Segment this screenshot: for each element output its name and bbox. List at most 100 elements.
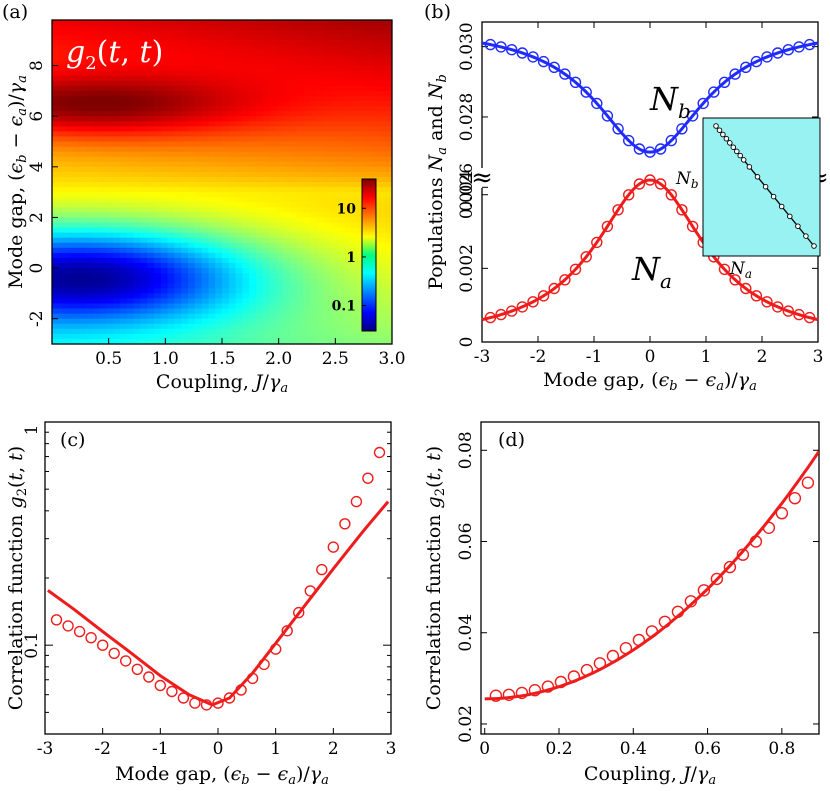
heatmap-cell — [344, 116, 352, 122]
heatmap-cell — [160, 237, 169, 244]
heatmap-cell — [290, 95, 298, 102]
heatmap-cell — [92, 232, 101, 239]
heatmap-cell — [140, 75, 148, 82]
heatmap-cell — [276, 166, 284, 173]
heatmap-cell — [160, 60, 169, 67]
heatmap-cell — [208, 242, 216, 249]
heatmap-cell — [330, 20, 339, 26]
heatmap-cell — [337, 242, 345, 249]
heatmap-cell — [269, 308, 277, 315]
heatmap-cell — [201, 136, 209, 143]
heatmap-cell — [106, 111, 114, 117]
heatmap-cell — [358, 106, 366, 112]
heatmap-cell — [385, 182, 392, 188]
heatmap-cell — [194, 212, 203, 219]
heatmap-cell — [344, 111, 352, 117]
heatmap-cell — [242, 242, 250, 249]
heatmap-cell — [215, 50, 223, 57]
heatmap-cell — [303, 60, 311, 67]
heatmap-cell — [201, 35, 209, 41]
heatmap-cell — [317, 80, 325, 87]
heatmap-cell — [215, 273, 223, 279]
heatmap-cell — [351, 237, 359, 244]
heatmap-cell — [228, 171, 237, 178]
heatmap-cell — [351, 111, 359, 117]
heatmap-cell — [310, 268, 318, 274]
heatmap-cell — [310, 131, 318, 138]
heatmap-cell — [126, 328, 135, 335]
data-marker — [96, 639, 109, 651]
heatmap-cell — [249, 283, 257, 289]
heatmap-cell — [344, 166, 352, 173]
heatmap-cell — [256, 197, 264, 203]
heatmap-cell — [92, 95, 101, 102]
heatmap-cell — [330, 268, 339, 274]
heatmap-cell — [133, 273, 141, 279]
heatmap-cell — [154, 217, 162, 224]
heatmap-cell — [249, 227, 257, 234]
heatmap-cell — [276, 293, 284, 300]
heatmap-cell — [86, 50, 94, 57]
heatmap-cell — [330, 101, 339, 107]
heatmap-cell — [140, 45, 148, 51]
heatmap-cell — [228, 60, 237, 67]
heatmap-cell — [324, 192, 332, 198]
heatmap-cell — [385, 131, 392, 138]
heatmap-cell — [296, 166, 305, 173]
heatmap-cell — [174, 50, 182, 57]
heatmap-cell — [283, 252, 291, 259]
theory-line — [484, 450, 819, 701]
heatmap-cell — [262, 232, 271, 239]
heatmap-cell — [147, 192, 155, 198]
heatmap-cell — [92, 242, 101, 249]
heatmap-cell — [222, 80, 230, 87]
heatmap-cell — [188, 60, 196, 67]
heatmap-cell — [154, 192, 162, 198]
heatmap-cell — [283, 95, 291, 102]
heatmap-cell — [160, 308, 169, 315]
heatmap-cell — [276, 273, 284, 279]
heatmap-cell — [86, 116, 94, 122]
heatmap-cell — [201, 222, 209, 229]
heatmap-cell — [290, 75, 298, 82]
heatmap-cell — [194, 116, 203, 122]
heatmap-cell — [72, 207, 80, 213]
heatmap-cell — [215, 166, 223, 173]
heatmap-cell — [106, 121, 114, 127]
heatmap-cell — [242, 328, 250, 335]
heatmap-cell — [181, 278, 189, 284]
inset-xlabel: Na — [729, 259, 752, 281]
heatmap-cell — [92, 126, 101, 132]
heatmap-cell — [303, 237, 311, 244]
heatmap-cell — [385, 333, 392, 340]
heatmap-cell — [160, 90, 169, 97]
heatmap-cell — [181, 338, 189, 344]
heatmap-cell — [222, 242, 230, 249]
heatmap-cell — [188, 192, 196, 198]
heatmap-cell — [310, 323, 318, 330]
heatmap-cell — [65, 263, 73, 269]
heatmap-cell — [208, 333, 216, 340]
heatmap-cell — [86, 106, 94, 112]
heatmap-cell — [283, 333, 291, 340]
heatmap-cell — [283, 323, 291, 330]
heatmap-cell — [222, 55, 230, 62]
heatmap-cell — [235, 65, 243, 72]
heatmap-cell — [228, 323, 237, 330]
heatmap-cell — [276, 116, 284, 122]
heatmap-cell — [181, 323, 189, 330]
heatmap-cell — [215, 333, 223, 340]
heatmap-cell — [296, 278, 305, 284]
heatmap-cell — [317, 242, 325, 249]
heatmap-cell — [290, 288, 298, 294]
heatmap-cell — [378, 30, 386, 36]
heatmap-cell — [385, 111, 392, 117]
heatmap-cell — [337, 30, 345, 36]
heatmap-cell — [242, 308, 250, 315]
heatmap-cell — [324, 95, 332, 102]
heatmap-cell — [215, 197, 223, 203]
heatmap-cell — [188, 25, 196, 31]
heatmap-cell — [276, 252, 284, 259]
heatmap-cell — [174, 20, 182, 26]
heatmap-cell — [120, 136, 128, 143]
